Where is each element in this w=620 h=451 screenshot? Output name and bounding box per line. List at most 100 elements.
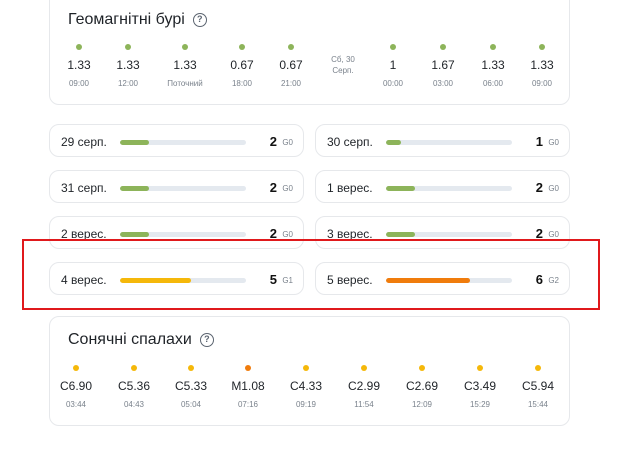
flare-class: C4.33 — [289, 379, 323, 393]
flare-time: 11:54 — [354, 400, 374, 409]
forecast-day-pill[interactable]: 2 верес. 2 G0 — [49, 216, 304, 249]
forecast-day-pill[interactable]: 4 верес. 5 G1 — [49, 262, 304, 295]
kp-item: 1.33 09:00 — [54, 42, 104, 88]
solar-flares-title-row: Сонячні спалахи ? — [68, 331, 214, 349]
flare-item: C5.94 15:44 — [513, 363, 563, 409]
kp-dot — [76, 44, 82, 50]
kp-item-current: 1.33 Поточний — [160, 42, 210, 88]
flare-class: C3.49 — [463, 379, 497, 393]
flare-dot — [419, 365, 425, 371]
forecast-bar-track — [120, 278, 246, 283]
flare-dot — [535, 365, 541, 371]
kp-value: 1.33 — [173, 58, 197, 72]
help-circle-icon[interactable]: ? — [192, 13, 207, 27]
forecast-scale: G0 — [548, 230, 559, 239]
forecast-value: 2 — [535, 180, 543, 195]
kp-time: 12:00 — [117, 79, 139, 88]
forecast-day-pill[interactable]: 1 верес. 2 G0 — [315, 170, 570, 203]
forecast-value: 6 — [535, 272, 543, 287]
forecast-scale: G2 — [548, 276, 559, 285]
forecast-value: 2 — [269, 180, 277, 195]
flare-time: 04:43 — [123, 400, 145, 409]
forecast-bar-fill — [386, 278, 471, 283]
flare-dot — [131, 365, 137, 371]
forecast-bar-fill — [120, 140, 149, 145]
kp-dot — [239, 44, 245, 50]
forecast-date: 29 серп. — [61, 135, 107, 149]
geomagnetic-storms-title: Геомагнітні бурі — [68, 11, 185, 28]
flare-time: 12:09 — [411, 400, 433, 409]
forecast-bar-fill — [120, 278, 191, 283]
forecast-day-pill[interactable]: 5 верес. 6 G2 — [315, 262, 570, 295]
flare-dot — [477, 365, 483, 371]
forecast-scale: G0 — [282, 184, 293, 193]
flare-class: C5.94 — [521, 379, 555, 393]
forecast-value: 5 — [269, 272, 277, 287]
forecast-date: 5 верес. — [327, 273, 373, 287]
forecast-scale: G0 — [282, 138, 293, 147]
forecast-bar-track — [120, 140, 246, 145]
flare-class: C2.69 — [405, 379, 439, 393]
flare-dot — [303, 365, 309, 371]
solar-flares-card: Сонячні спалахи ? C6.90 03:44 C5.36 04:4… — [49, 316, 570, 426]
kp-value: 1.33 — [67, 58, 91, 72]
forecast-day-pill[interactable]: 29 серп. 2 G0 — [49, 124, 304, 157]
forecast-bar-fill — [386, 232, 415, 237]
highlight-box — [22, 239, 600, 310]
flare-class: C5.33 — [174, 379, 208, 393]
help-circle-icon[interactable]: ? — [199, 333, 214, 347]
forecast-bar-fill — [386, 140, 402, 145]
forecast-bar-track — [386, 186, 512, 191]
flare-time: 05:04 — [180, 400, 202, 409]
flare-class: C6.90 — [59, 379, 93, 393]
forecast-day-pill[interactable]: 31 серп. 2 G0 — [49, 170, 304, 203]
forecast-date: 4 верес. — [61, 273, 107, 287]
forecast-bar-track — [386, 140, 512, 145]
flare-dot — [73, 365, 79, 371]
flare-time: 15:29 — [469, 400, 491, 409]
kp-time: 09:00 — [531, 79, 553, 88]
flare-dot — [361, 365, 367, 371]
flare-dot — [188, 365, 194, 371]
forecast-date: 3 верес. — [327, 227, 373, 241]
forecast-bar-track — [386, 232, 512, 237]
kp-dot — [390, 44, 396, 50]
forecast-scale: G0 — [548, 184, 559, 193]
kp-value: 1.67 — [431, 58, 455, 72]
day-divider-line1: Сб, 30 — [331, 55, 355, 64]
flare-class: M1.08 — [231, 379, 265, 393]
kp-item: 0.67 21:00 — [266, 42, 316, 88]
kp-item: 1.67 03:00 — [418, 42, 468, 88]
flare-time: 03:44 — [65, 400, 87, 409]
geomagnetic-storms-card: Геомагнітні бурі ? 1.33 09:00 1.33 12:00… — [49, 0, 570, 105]
kp-dot — [490, 44, 496, 50]
kp-time: 18:00 — [231, 79, 253, 88]
solar-flares-title: Сонячні спалахи — [68, 331, 192, 348]
flare-item: M1.08 07:16 — [223, 363, 273, 409]
flare-class: C5.36 — [117, 379, 151, 393]
kp-value: 1.33 — [481, 58, 505, 72]
kp-item: 1.33 09:00 — [517, 42, 567, 88]
kp-time: 21:00 — [280, 79, 302, 88]
flare-class: C2.99 — [347, 379, 381, 393]
forecast-value: 2 — [269, 226, 277, 241]
forecast-bar-fill — [120, 186, 149, 191]
kp-time: 00:00 — [382, 79, 404, 88]
forecast-bar-fill — [120, 232, 149, 237]
flare-item: C3.49 15:29 — [455, 363, 505, 409]
forecast-date: 2 верес. — [61, 227, 107, 241]
kp-value: 1.33 — [530, 58, 554, 72]
forecast-date: 31 серп. — [61, 181, 107, 195]
kp-time: Поточний — [167, 79, 203, 88]
kp-item: 0.67 18:00 — [217, 42, 267, 88]
forecast-date: 30 серп. — [327, 135, 373, 149]
forecast-day-pill[interactable]: 3 верес. 2 G0 — [315, 216, 570, 249]
kp-value: 1 — [389, 58, 397, 72]
kp-value: 1.33 — [116, 58, 140, 72]
flare-item: C4.33 09:19 — [281, 363, 331, 409]
forecast-value: 2 — [269, 134, 277, 149]
kp-dot — [440, 44, 446, 50]
forecast-scale: G0 — [548, 138, 559, 147]
forecast-day-pill[interactable]: 30 серп. 1 G0 — [315, 124, 570, 157]
day-divider-label: Сб, 30 Серп. — [318, 54, 368, 76]
